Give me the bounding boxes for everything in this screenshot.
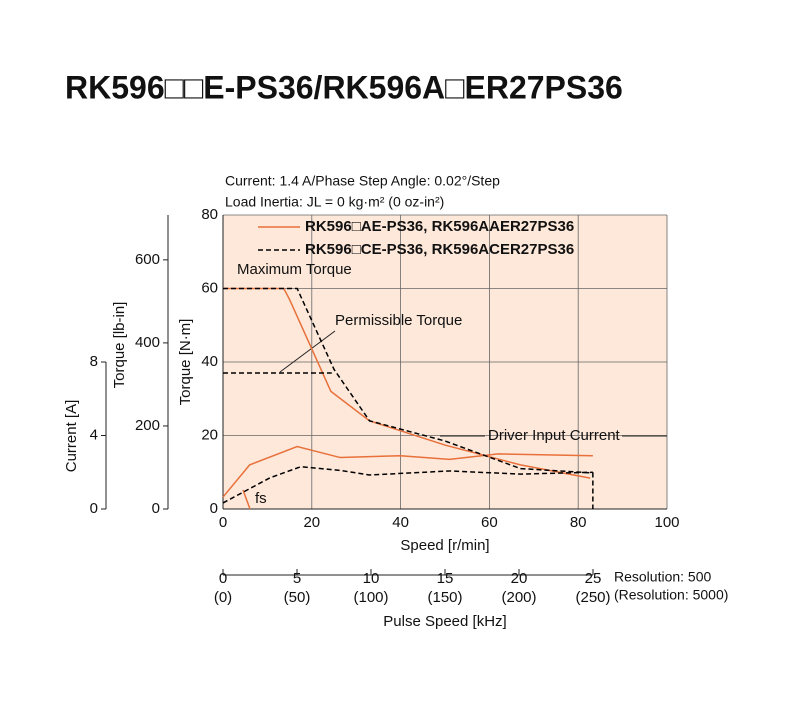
torque-line (223, 287, 591, 479)
y2-tick-label: 400 (135, 334, 160, 351)
torque-line (223, 287, 594, 509)
y2-tick-label: 600 (135, 251, 160, 268)
y3-tick-label: 4 (90, 426, 98, 443)
y-tick-label: 0 (210, 500, 218, 517)
x-tick-label: 100 (654, 514, 679, 531)
x-tick-label: 80 (570, 514, 587, 531)
pulse-alt-tick-label: (150) (427, 589, 462, 606)
pulse-alt-tick-label: (100) (353, 589, 388, 606)
chart-title: RK596□□E-PS36/RK596A□ER27PS36 (65, 69, 623, 105)
y-tick-label: 20 (201, 426, 218, 443)
y-tick-label: 60 (201, 279, 218, 296)
pulse-tick-label: 0 (219, 570, 227, 587)
y3-tick-label: 0 (90, 500, 98, 517)
annotation: Maximum Torque (237, 261, 352, 278)
legend-label: RK596□AE-PS36, RK596AAER27PS36 (305, 218, 574, 235)
y2-tick-label: 200 (135, 417, 160, 434)
pulse-tick-label: 5 (293, 570, 301, 587)
pulse-tick-label: 20 (511, 570, 528, 587)
pulse-alt-tick-label: (250) (575, 589, 610, 606)
annotation: fs (255, 490, 267, 507)
leader-line (279, 330, 336, 373)
y-axis-title: Torque [N·m] (177, 319, 194, 406)
fs-line (242, 489, 251, 510)
pulse-note: Resolution: 500 (614, 569, 712, 585)
y2-tick-label: 0 (152, 500, 160, 517)
pulse-tick-label: 25 (585, 570, 602, 587)
annotation: Driver Input Current (488, 427, 621, 444)
pulse-note: (Resolution: 5000) (614, 587, 728, 603)
current-line (222, 445, 593, 498)
subtitle: Current: 1.4 A/Phase Step Angle: 0.02°/S… (225, 173, 500, 189)
pulse-axis-title: Pulse Speed [kHz] (383, 613, 506, 630)
pulse-alt-tick-label: (50) (284, 589, 311, 606)
current-line (222, 465, 593, 504)
x-tick-label: 20 (303, 514, 320, 531)
y3-tick-label: 8 (90, 353, 98, 370)
x-tick-label: 60 (481, 514, 498, 531)
y3-axis-title: Current [A] (63, 400, 80, 473)
pulse-alt-tick-label: (200) (501, 589, 536, 606)
y-tick-label: 40 (201, 353, 218, 370)
x-tick-label: 40 (392, 514, 409, 531)
annotation: Permissible Torque (335, 312, 462, 329)
y2-axis-title: Torque [lb-in] (111, 302, 128, 389)
x-tick-label: 0 (219, 514, 227, 531)
y-tick-label: 80 (201, 206, 218, 223)
pulse-tick-label: 10 (363, 570, 380, 587)
subtitle: Load Inertia: JL = 0 kg·m² (0 oz-in²) (225, 194, 444, 210)
legend-label: RK596□CE-PS36, RK596ACER27PS36 (305, 241, 574, 258)
pulse-alt-tick-label: (0) (214, 589, 232, 606)
x-axis-title: Speed [r/min] (400, 537, 489, 554)
pulse-tick-label: 15 (437, 570, 454, 587)
